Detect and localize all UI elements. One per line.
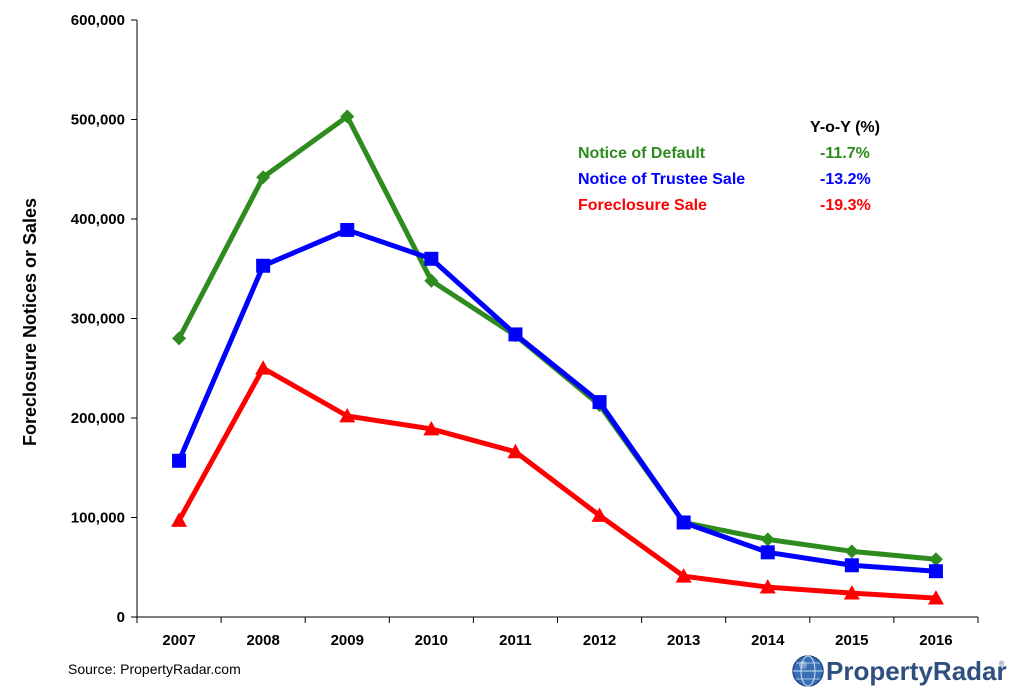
- x-tick-label: 2015: [835, 632, 868, 649]
- legend-label: Foreclosure Sale: [578, 197, 707, 214]
- legend-label: Notice of Trustee Sale: [578, 171, 745, 188]
- y-tick-label: 300,000: [71, 311, 125, 328]
- data-point-square: [508, 327, 523, 342]
- chart-series: [171, 109, 944, 605]
- data-point-triangle: [339, 408, 356, 423]
- data-point-square: [172, 453, 187, 468]
- data-point-square: [676, 515, 691, 530]
- x-tick-label: 2008: [246, 632, 279, 649]
- legend-yoy-value: -13.2%: [820, 171, 871, 188]
- legend-yoy-value: -19.3%: [820, 197, 871, 214]
- y-tick-label: 500,000: [71, 112, 125, 129]
- legend-label: Notice of Default: [578, 145, 706, 162]
- x-tick-label: 2012: [583, 632, 616, 649]
- x-tick-label: 2014: [751, 632, 785, 649]
- data-point-diamond: [256, 170, 271, 185]
- x-tick-label: 2011: [499, 632, 532, 649]
- x-tick-label: 2013: [667, 632, 700, 649]
- data-point-diamond: [172, 331, 187, 346]
- series-notice-of-trustee-sale: [172, 222, 943, 579]
- data-point-triangle: [171, 512, 188, 527]
- data-point-triangle: [927, 590, 944, 605]
- y-tick-label: 200,000: [71, 410, 125, 427]
- data-point-square: [592, 395, 607, 410]
- data-point-diamond: [928, 552, 943, 567]
- logo-text: PropertyRadar: [826, 656, 1007, 686]
- x-axis-ticks: 2007 2008 2009 2010 2011 2012 2013 2014 2015 2016: [136, 617, 979, 649]
- data-point-square: [928, 564, 943, 579]
- data-point-square: [844, 558, 859, 573]
- chart-axes: [136, 20, 978, 618]
- chart-legend: Y-o-Y (%) Notice of Default -11.7% Notice …: [578, 119, 880, 214]
- y-tick-label: 100,000: [71, 510, 125, 527]
- data-point-triangle: [255, 360, 272, 375]
- data-point-square: [760, 545, 775, 560]
- data-point-triangle: [423, 420, 440, 436]
- data-point-diamond: [424, 273, 439, 288]
- y-tick-label: 400,000: [71, 211, 125, 228]
- x-tick-label: 2010: [415, 632, 448, 649]
- data-point-triangle: [507, 443, 524, 459]
- data-point-triangle: [591, 507, 608, 522]
- y-axis-ticks: 0 100,000 200,000 300,000 400,000 500,000 600,…: [71, 12, 137, 626]
- source-label: Source: PropertyRadar.com: [68, 661, 241, 677]
- y-axis-title: Foreclosure Notices or Sales: [20, 198, 40, 446]
- data-point-diamond: [760, 532, 775, 547]
- y-tick-label: 600,000: [71, 12, 125, 29]
- data-point-square: [340, 222, 355, 237]
- series-line-notice-of-trustee-sale: [176, 227, 937, 574]
- data-point-square: [424, 251, 439, 266]
- legend-yoy-value: -11.7%: [820, 145, 870, 162]
- series-line-foreclosure-sale: [176, 365, 937, 601]
- globe-icon: [792, 655, 824, 687]
- logo-registered-mark: ®: [999, 660, 1005, 668]
- data-point-triangle: [675, 568, 692, 583]
- data-point-diamond: [844, 544, 859, 559]
- y-tick-label: 0: [117, 609, 125, 626]
- x-tick-label: 2007: [162, 632, 195, 649]
- propertyradar-logo: PropertyRadar ®: [792, 655, 1007, 687]
- data-point-diamond: [340, 109, 355, 124]
- x-tick-label: 2016: [919, 632, 952, 649]
- data-point-triangle: [843, 585, 860, 600]
- data-point-triangle: [759, 579, 776, 594]
- legend-header: Y-o-Y (%): [810, 119, 880, 136]
- data-point-square: [256, 258, 271, 273]
- series-foreclosure-sale: [171, 360, 944, 605]
- x-tick-label: 2009: [331, 632, 364, 649]
